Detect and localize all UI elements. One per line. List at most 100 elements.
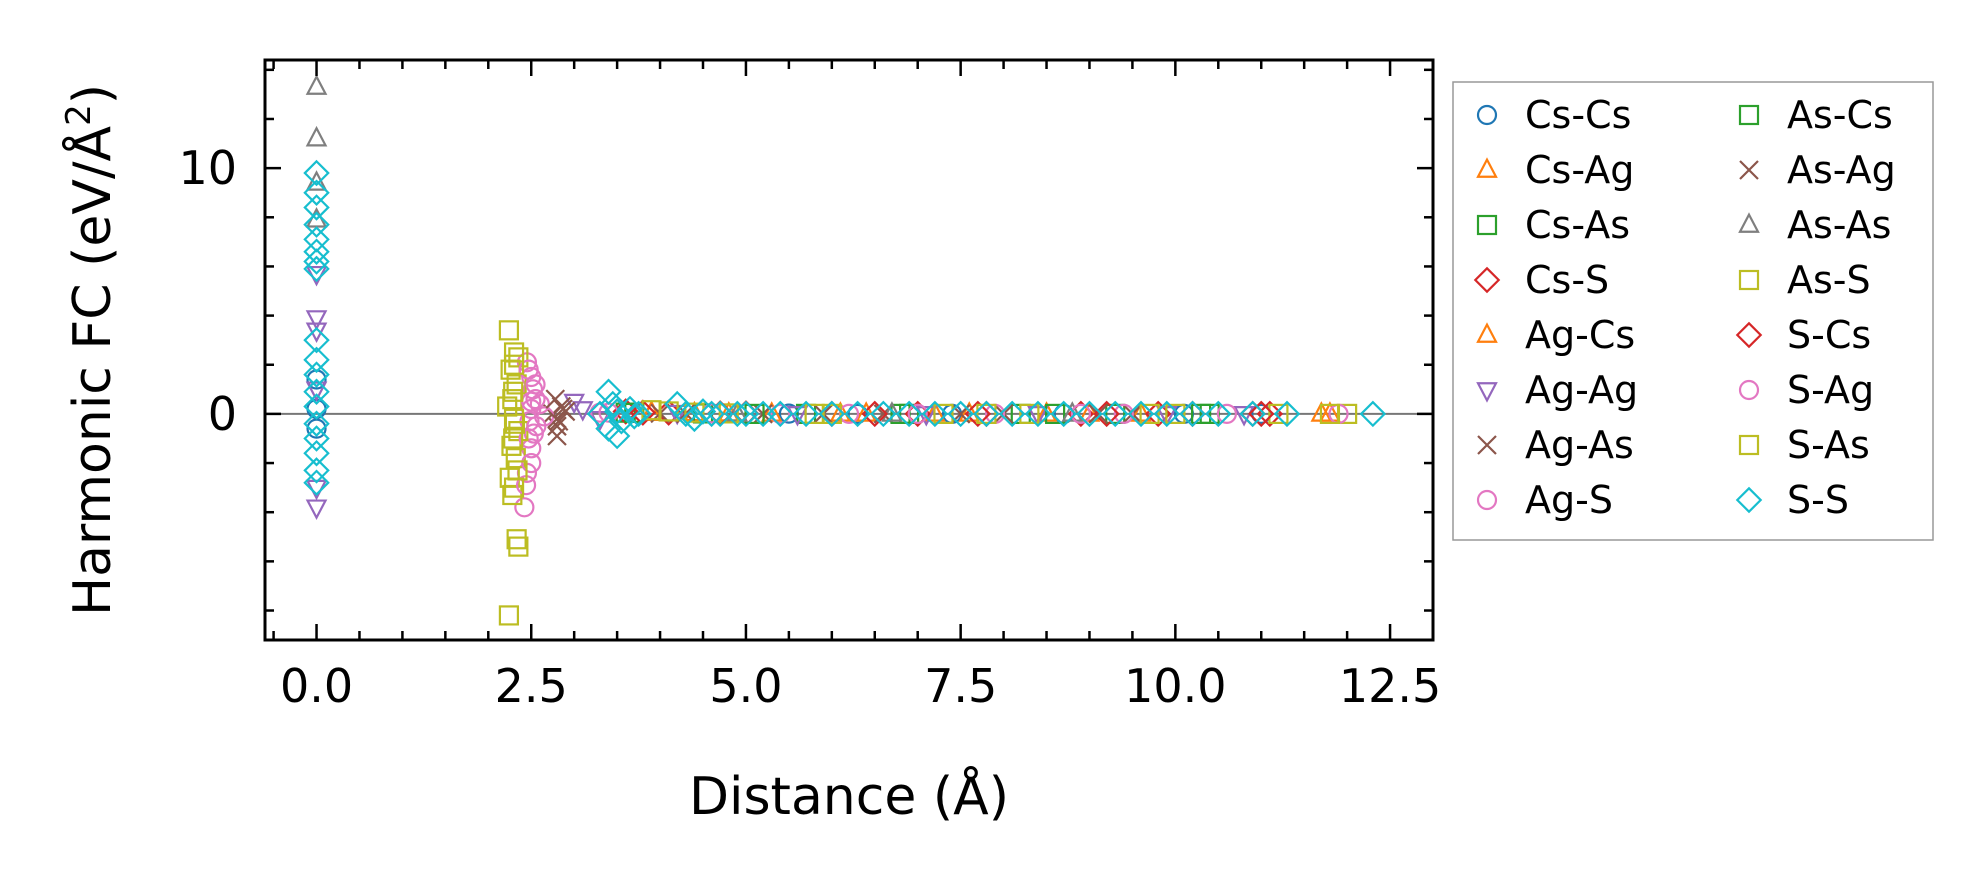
data-point	[502, 484, 523, 506]
data-point	[881, 401, 903, 422]
data-point	[732, 400, 760, 428]
legend-marker	[1476, 322, 1498, 343]
data-point	[571, 401, 594, 422]
legend-label: Ag-As	[1525, 423, 1634, 467]
legend-marker	[1738, 212, 1760, 233]
data-point	[1078, 401, 1101, 422]
axes: 0.0 2.5 5.0 7.5 10.0 12.5 0 10	[178, 58, 1441, 713]
legend-item: S-Cs	[1735, 313, 1871, 357]
data-point	[760, 401, 783, 422]
data-point	[303, 346, 330, 374]
data-point	[1256, 400, 1284, 428]
legend-item: Cs-Cs	[1476, 93, 1631, 137]
data-point	[1233, 406, 1255, 427]
data-point	[724, 400, 751, 428]
data-point	[506, 529, 527, 550]
data-point	[305, 74, 328, 95]
legend-item: Ag-As	[1477, 423, 1634, 467]
series-s-as	[503, 354, 1341, 498]
data-point	[498, 320, 520, 341]
legend-marker	[1476, 489, 1498, 511]
legend-marker	[1735, 486, 1763, 514]
data-point	[303, 469, 330, 496]
data-point	[504, 413, 526, 434]
legend-item: S-Ag	[1738, 368, 1874, 412]
data-point	[303, 211, 330, 238]
legend-marker	[1738, 269, 1760, 291]
data-point	[744, 403, 765, 424]
data-point	[595, 378, 622, 406]
legend-label: As-S	[1787, 258, 1871, 302]
y-tick-label: 10	[178, 141, 237, 195]
data-point	[514, 497, 535, 518]
data-point	[501, 435, 522, 456]
data-point	[503, 354, 525, 375]
data-point	[303, 410, 330, 437]
data-point	[792, 400, 820, 428]
data-point	[770, 403, 791, 424]
legend-marker	[1738, 434, 1760, 456]
legend-label: S-As	[1787, 423, 1870, 467]
legend-label: Cs-Cs	[1525, 93, 1631, 137]
data-point	[303, 457, 330, 484]
legend-label: Cs-S	[1525, 258, 1609, 302]
data-point	[1205, 400, 1232, 428]
series-ag-ag	[305, 265, 1255, 520]
data-point	[947, 400, 974, 428]
data-point	[508, 421, 529, 442]
legend-label: Ag-Ag	[1525, 368, 1638, 412]
data-point	[303, 361, 330, 388]
data-point	[1191, 403, 1212, 424]
data-point	[895, 400, 923, 428]
data-point	[749, 400, 777, 428]
y-tick-label: 0	[208, 387, 237, 441]
data-point	[498, 605, 520, 626]
data-point	[303, 179, 330, 206]
data-point	[861, 400, 889, 428]
data-point	[870, 400, 897, 428]
y-axis-label: Harmonic FC (eV/Å2)	[59, 84, 123, 616]
legend-item: As-S	[1738, 258, 1871, 302]
data-point	[303, 255, 330, 283]
legend-marker	[1476, 157, 1498, 178]
x-axis-label: Distance (Å)	[689, 765, 1009, 827]
data-point	[973, 400, 1000, 428]
legend-item: S-As	[1738, 423, 1870, 467]
data-point	[603, 422, 631, 450]
legend-label: As-Cs	[1787, 93, 1893, 137]
series-s-ag	[515, 359, 1349, 496]
legend-item: As-Ag	[1739, 148, 1896, 192]
data-point	[1105, 403, 1126, 424]
data-point	[1127, 400, 1155, 428]
data-point	[998, 400, 1026, 428]
data-point	[303, 238, 330, 265]
data-point	[907, 403, 928, 424]
series-as-as	[305, 74, 1084, 422]
data-point	[503, 477, 525, 498]
data-point	[698, 400, 725, 428]
data-point	[958, 401, 981, 422]
legend-label: As-Ag	[1787, 148, 1896, 192]
data-point	[1247, 400, 1275, 428]
legend-item: Cs-Ag	[1476, 148, 1634, 192]
legend-marker	[1477, 435, 1497, 455]
y-axis-label-superscript: 2	[59, 104, 99, 126]
data-point	[625, 400, 652, 428]
legend-label: As-As	[1787, 203, 1891, 247]
data-point	[1239, 400, 1266, 428]
data-point	[508, 536, 529, 557]
data-point	[305, 310, 328, 331]
data-point	[818, 400, 846, 428]
legend-box	[1452, 81, 1934, 541]
legend-marker	[1476, 104, 1498, 126]
data-point	[1268, 403, 1289, 424]
data-point	[547, 416, 567, 436]
x-tick-label: 12.5	[1339, 659, 1441, 713]
data-point	[303, 326, 330, 354]
series-s-s	[303, 159, 1387, 496]
data-point	[305, 125, 328, 147]
axis-ticks	[265, 60, 1435, 640]
data-point	[503, 381, 524, 402]
data-point	[586, 400, 614, 428]
data-point	[767, 400, 794, 428]
